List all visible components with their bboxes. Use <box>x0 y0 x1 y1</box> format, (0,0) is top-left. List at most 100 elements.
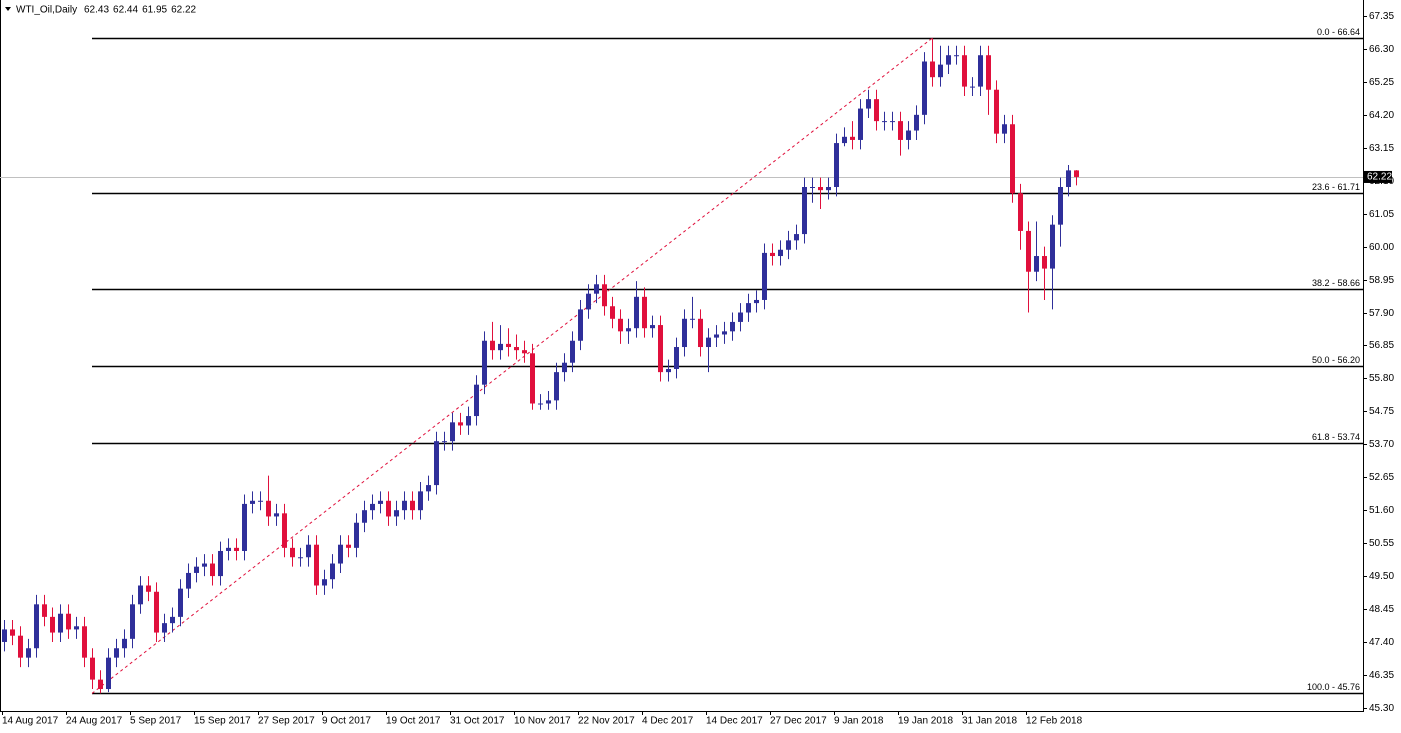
candle-body <box>2 629 7 642</box>
candle-body <box>898 121 903 140</box>
candle-body <box>74 626 79 630</box>
y-tick-label: 55.80 <box>1369 373 1394 384</box>
y-tick-label: 60.00 <box>1369 242 1394 253</box>
candle-body <box>450 422 455 442</box>
candle-body <box>642 296 647 329</box>
header-value: 61.95 <box>142 5 167 16</box>
candle-body <box>202 563 207 567</box>
y-tick-label: 64.20 <box>1369 110 1394 121</box>
candle-body <box>10 629 15 636</box>
candle-body <box>146 585 151 592</box>
last-price-tag <box>1364 170 1392 183</box>
x-tick-label: 14 Dec 2017 <box>706 716 763 727</box>
candle-body <box>730 321 735 332</box>
candle-body <box>154 591 159 633</box>
candle-body <box>666 368 671 373</box>
candle-body <box>1026 230 1031 272</box>
candle-body <box>50 616 55 633</box>
candle-body <box>954 55 959 57</box>
candle-body <box>858 108 863 140</box>
candle-body <box>810 187 815 189</box>
header-arrow <box>5 7 11 11</box>
fib-label: 50.0 - 56.20 <box>1312 355 1360 365</box>
x-tick-label: 19 Jan 2018 <box>898 716 953 727</box>
candle-body <box>850 136 855 140</box>
candle-body <box>890 121 895 123</box>
y-tick-label: 61.05 <box>1369 209 1394 220</box>
candle-body <box>490 340 495 351</box>
candle-body <box>794 234 799 241</box>
y-tick-label: 46.35 <box>1369 670 1394 681</box>
candle-body <box>426 485 431 492</box>
candle-body <box>194 566 199 573</box>
candle-body <box>634 296 639 329</box>
candle-body <box>242 503 247 551</box>
y-tick-label: 51.60 <box>1369 505 1394 516</box>
candle-body <box>474 384 479 417</box>
candle-body <box>418 491 423 511</box>
y-tick-label: 57.90 <box>1369 308 1394 319</box>
candle-body <box>714 334 719 338</box>
last-price-label: 62.22 <box>1367 172 1392 183</box>
y-tick-label: 48.45 <box>1369 604 1394 615</box>
candle-body <box>378 500 383 504</box>
candle-body <box>930 61 935 78</box>
candle-body <box>394 510 399 517</box>
candle-body <box>738 312 743 322</box>
candle-body <box>906 130 911 140</box>
candle-body <box>170 616 175 624</box>
candle-body <box>874 99 879 122</box>
candle-body <box>586 293 591 310</box>
candle-body <box>698 318 703 348</box>
x-tick-label: 4 Dec 2017 <box>642 716 694 727</box>
header-value: 62.43 <box>84 5 109 16</box>
candle-body <box>322 579 327 586</box>
candle-body <box>346 544 351 548</box>
candle-body <box>306 544 311 558</box>
candle-body <box>786 240 791 250</box>
x-tick-label: 24 Aug 2017 <box>66 716 123 727</box>
candle-body <box>482 340 487 385</box>
y-tick-label: 67.35 <box>1369 11 1394 22</box>
candle-body <box>1074 170 1079 177</box>
candle-body <box>218 550 223 577</box>
candle-body <box>26 648 31 658</box>
candle-body <box>98 679 103 690</box>
candle-body <box>370 503 375 511</box>
fib-label: 38.2 - 58.66 <box>1312 278 1360 288</box>
y-tick-label: 47.40 <box>1369 637 1394 648</box>
y-tick-label: 66.30 <box>1369 44 1394 55</box>
candle-body <box>362 510 367 523</box>
candle-body <box>618 318 623 332</box>
candle-body <box>90 657 95 680</box>
candle-body <box>818 187 823 191</box>
candle-body <box>466 416 471 426</box>
candle-body <box>1058 187 1063 225</box>
candle-body <box>402 500 407 511</box>
candle-body <box>1042 256 1047 269</box>
candle-body <box>122 638 127 649</box>
candle-body <box>506 343 511 348</box>
candle-body <box>354 522 359 548</box>
candle-body <box>386 500 391 517</box>
candle-body <box>442 441 447 443</box>
candle-body <box>970 86 975 88</box>
candle-body <box>986 55 991 90</box>
y-tick-label: 53.70 <box>1369 439 1394 450</box>
candle-body <box>338 544 343 564</box>
candle-body <box>538 403 543 405</box>
candle-body <box>770 252 775 257</box>
candle-body <box>690 318 695 320</box>
candle-body <box>922 61 927 115</box>
y-tick-label: 56.85 <box>1369 340 1394 351</box>
y-tick-label: 49.50 <box>1369 571 1394 582</box>
candle-body <box>234 547 239 551</box>
x-tick-label: 5 Sep 2017 <box>130 716 182 727</box>
candle-body <box>978 55 983 87</box>
y-tick-label: 52.65 <box>1369 472 1394 483</box>
candle-body <box>946 55 951 65</box>
candle-body <box>554 372 559 401</box>
x-tick-label: 15 Sep 2017 <box>194 716 251 727</box>
candle-body <box>250 500 255 504</box>
candle-body <box>210 563 215 577</box>
